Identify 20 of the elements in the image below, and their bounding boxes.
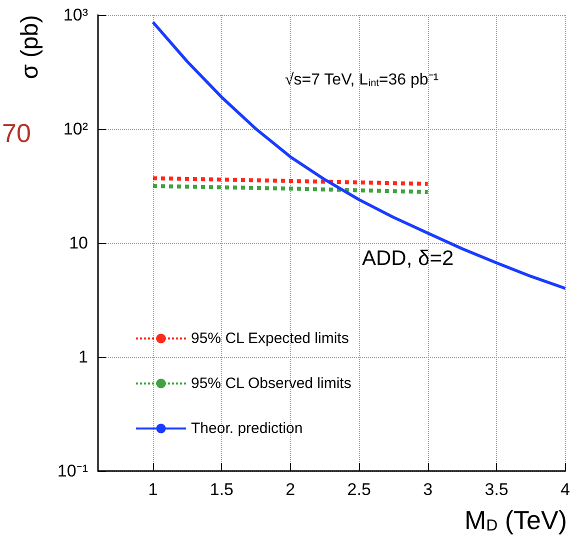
x-tick-label: 2.5	[347, 480, 371, 499]
x-tick-label: 4	[560, 480, 570, 499]
x-tick-label: 2	[286, 480, 296, 499]
y-axis-title: σ (pb)	[16, 14, 44, 80]
legend-label: Theor. prediction	[191, 420, 303, 437]
y-tick-label: 10³	[63, 6, 88, 24]
legend-label: 95% CL Observed limits	[191, 375, 352, 392]
x-tick-label: 3.5	[484, 480, 508, 499]
x-tick-label: 1.5	[210, 480, 234, 499]
line-series	[151, 20, 567, 290]
x-axis-title: MD (TeV)	[464, 505, 567, 535]
x-tick-label: 1	[148, 480, 158, 499]
legend-label: 95% CL Expected limits	[191, 330, 349, 347]
y-tick-label: 10²	[63, 120, 88, 138]
annotation: ADD, δ=2	[362, 247, 454, 270]
y-tick-label: 10⁻¹	[57, 462, 88, 480]
y-tick-label: 1	[78, 348, 88, 366]
y-tick-label: 10	[69, 234, 88, 252]
x-tick-label: 3	[423, 480, 433, 499]
text: 70	[2, 118, 31, 148]
